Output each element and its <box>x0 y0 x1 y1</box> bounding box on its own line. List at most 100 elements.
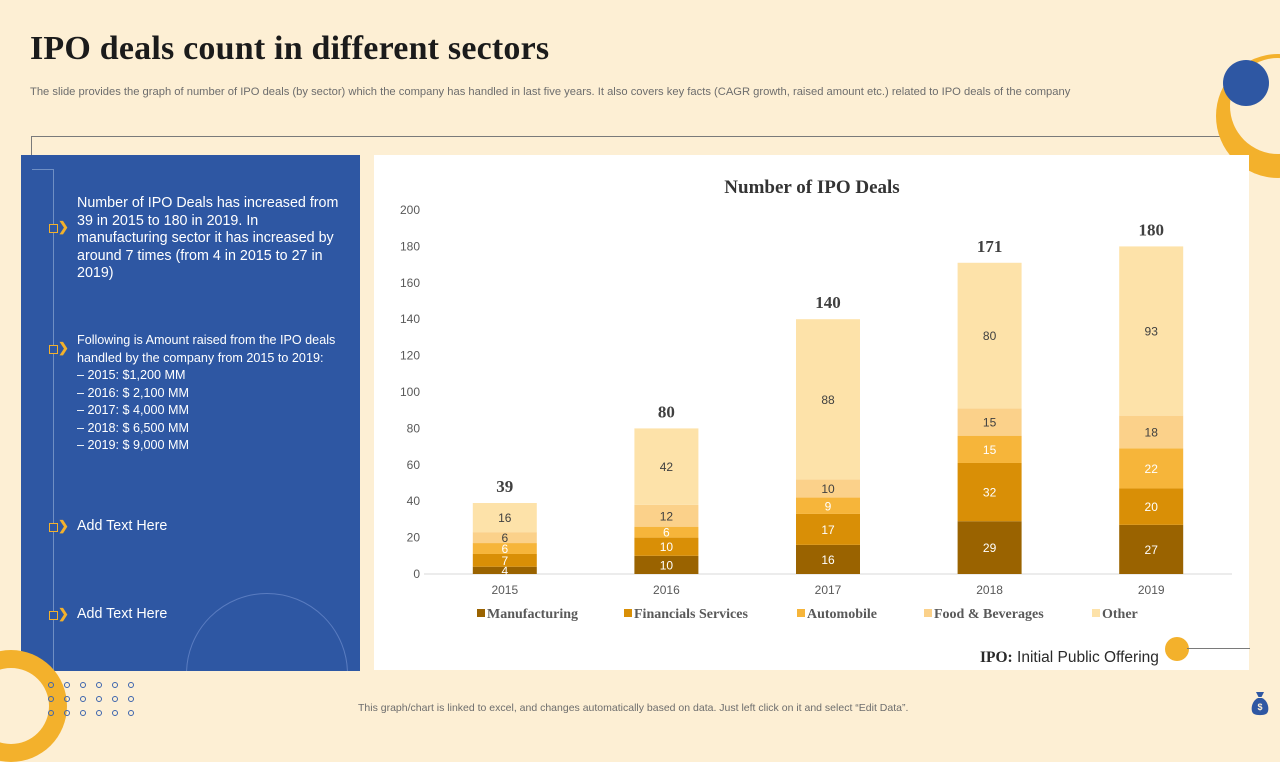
data-label: 32 <box>983 486 997 500</box>
bar-segment <box>1119 524 1184 574</box>
legend-swatch <box>477 609 485 617</box>
bar-segment <box>796 544 860 574</box>
decorative-dot <box>128 682 134 688</box>
decorative-dot <box>48 682 54 688</box>
fact-amount-raised: Following is Amount raised from the IPO … <box>77 332 342 455</box>
decorative-circle <box>1223 60 1269 106</box>
panel-rail-top <box>32 169 54 170</box>
data-label: 7 <box>501 554 508 568</box>
x-tick-label: 2019 <box>1138 583 1165 597</box>
legend-swatch <box>624 609 632 617</box>
data-label: 27 <box>1145 543 1159 557</box>
data-label: 93 <box>1145 325 1159 339</box>
legend-label: Other <box>1102 607 1138 622</box>
moneybag-icon: $ <box>1251 692 1269 716</box>
placeholder-text: Add Text Here <box>77 606 168 622</box>
decorative-dot <box>96 710 102 716</box>
amount-item: – 2019: $ 9,000 MM <box>77 438 190 452</box>
ipo-full: Initial Public Offering <box>1017 649 1159 666</box>
decorative-dot <box>112 682 118 688</box>
data-label: 9 <box>825 499 832 513</box>
data-label: 16 <box>821 553 835 567</box>
data-label: 17 <box>821 523 835 537</box>
decorative-circle-small <box>1165 637 1189 661</box>
data-label: 15 <box>983 443 997 457</box>
y-tick-label: 80 <box>407 421 421 435</box>
bar-segment <box>957 435 1022 463</box>
bar-segment <box>796 513 860 545</box>
bar-segment <box>796 319 860 480</box>
total-label: 140 <box>815 293 841 312</box>
legend-label: Financials Services <box>634 607 748 622</box>
total-label: 171 <box>977 237 1003 256</box>
data-label: 42 <box>660 460 674 474</box>
bar-segment <box>634 526 699 538</box>
decorative-dot <box>112 710 118 716</box>
data-label: 15 <box>983 416 997 430</box>
legend-label: Manufacturing <box>487 607 578 622</box>
data-label: 6 <box>501 542 508 556</box>
amount-item: – 2016: $ 2,100 MM <box>77 385 190 400</box>
total-label: 180 <box>1138 220 1164 239</box>
legend-label: Automobile <box>807 607 877 622</box>
bar-segment <box>1119 246 1184 416</box>
bar-segment <box>472 566 537 574</box>
decorative-arc <box>186 593 348 671</box>
y-tick-label: 140 <box>400 312 420 326</box>
bar-segment <box>957 462 1022 522</box>
decorative-dot <box>80 710 86 716</box>
fact-deals-growth: Number of IPO Deals has increased from 3… <box>77 195 339 281</box>
panel-rail <box>53 169 54 671</box>
data-label: 10 <box>821 482 835 496</box>
footnote: This graph/chart is linked to excel, and… <box>358 702 909 714</box>
bar-segment <box>472 543 537 554</box>
decorative-line <box>1187 648 1250 649</box>
ipo-definition: IPO: Initial Public Offering <box>980 649 1159 667</box>
data-label: 4 <box>501 564 508 578</box>
y-tick-label: 100 <box>400 385 420 399</box>
decorative-dot <box>64 696 70 702</box>
x-tick-label: 2015 <box>491 583 518 597</box>
bar-segment <box>796 497 860 514</box>
bar-segment <box>957 408 1022 436</box>
decorative-dot <box>96 696 102 702</box>
bar-segment <box>634 504 699 527</box>
decorative-dot <box>80 696 86 702</box>
divider-line-vertical <box>31 136 32 170</box>
svg-text:$: $ <box>1257 702 1262 712</box>
decorative-dot <box>48 710 54 716</box>
divider-line <box>31 136 1280 137</box>
decorative-dot-grid <box>48 682 148 718</box>
x-tick-label: 2016 <box>653 583 680 597</box>
decorative-dot <box>112 696 118 702</box>
data-label: 10 <box>660 540 674 554</box>
chart-title: Number of IPO Deals <box>724 177 899 198</box>
total-label: 39 <box>496 477 513 496</box>
decorative-dot <box>128 710 134 716</box>
bar-segment <box>957 262 1022 409</box>
chevron-right-icon: ❯ <box>49 519 69 533</box>
decorative-dot <box>96 682 102 688</box>
bar-segment <box>472 532 537 544</box>
decorative-dot <box>80 682 86 688</box>
bar-segment <box>1119 488 1184 525</box>
data-label: 10 <box>660 558 674 572</box>
data-label: 80 <box>983 329 997 343</box>
bar-segment <box>634 537 699 556</box>
y-tick-label: 40 <box>407 494 421 508</box>
chart-card: Number of IPO Deals 0 20 40 60 80 100 120 140 16… <box>374 155 1249 670</box>
bar-segment <box>634 428 699 505</box>
data-label: 20 <box>1145 500 1159 514</box>
y-tick-label: 200 <box>400 203 420 217</box>
data-label: 29 <box>983 541 997 555</box>
page-title: IPO deals count in different sectors <box>30 30 550 67</box>
legend-swatch <box>797 609 805 617</box>
x-tick-label: 2017 <box>815 583 842 597</box>
decorative-dot <box>48 696 54 702</box>
key-facts-panel: ❯ Number of IPO Deals has increased from… <box>21 155 360 671</box>
data-label: 18 <box>1145 426 1159 440</box>
bar-segment <box>634 555 699 574</box>
legend-swatch <box>1092 609 1100 617</box>
placeholder-text: Add Text Here <box>77 518 168 534</box>
y-tick-label: 0 <box>413 567 420 581</box>
